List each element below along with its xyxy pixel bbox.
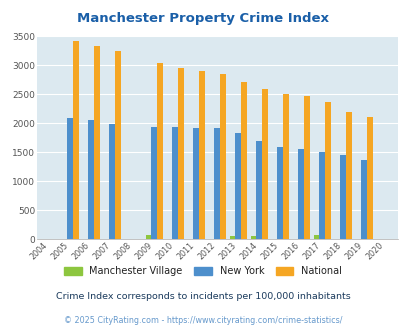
Bar: [277, 147, 282, 239]
Bar: [298, 149, 303, 239]
Bar: [360, 160, 366, 239]
Bar: [250, 236, 256, 239]
Bar: [241, 82, 246, 239]
Bar: [177, 68, 183, 239]
Bar: [366, 117, 372, 239]
Bar: [151, 127, 157, 239]
Text: Manchester Property Crime Index: Manchester Property Crime Index: [77, 12, 328, 24]
Text: © 2025 CityRating.com - https://www.cityrating.com/crime-statistics/: © 2025 CityRating.com - https://www.city…: [64, 316, 341, 325]
Bar: [324, 102, 330, 239]
Bar: [88, 120, 94, 239]
Bar: [67, 118, 73, 239]
Bar: [229, 236, 235, 239]
Bar: [235, 133, 241, 239]
Bar: [313, 236, 319, 239]
Bar: [157, 63, 162, 239]
Bar: [172, 127, 177, 239]
Bar: [282, 94, 288, 239]
Bar: [214, 128, 220, 239]
Bar: [261, 89, 267, 239]
Bar: [193, 128, 198, 239]
Bar: [109, 124, 115, 239]
Bar: [145, 235, 151, 239]
Bar: [115, 51, 120, 239]
Text: Crime Index corresponds to incidents per 100,000 inhabitants: Crime Index corresponds to incidents per…: [55, 292, 350, 301]
Bar: [220, 74, 225, 239]
Bar: [303, 96, 309, 239]
Bar: [256, 141, 261, 239]
Bar: [198, 71, 204, 239]
Bar: [94, 46, 99, 239]
Bar: [345, 112, 351, 239]
Legend: Manchester Village, New York, National: Manchester Village, New York, National: [60, 262, 345, 280]
Bar: [339, 155, 345, 239]
Bar: [319, 152, 324, 239]
Bar: [73, 41, 79, 239]
